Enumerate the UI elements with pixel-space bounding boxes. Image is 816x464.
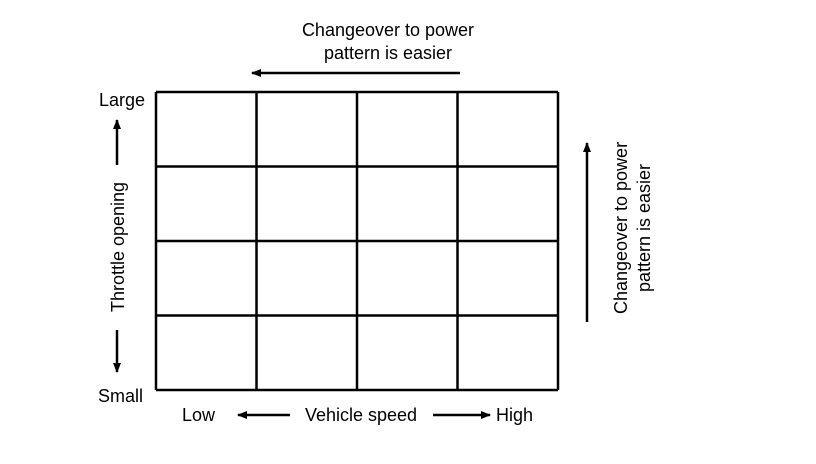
right-label-line1: Changeover to power — [611, 142, 631, 314]
top-label-line1: Changeover to power — [302, 20, 474, 40]
right-label-line2: pattern is easier — [634, 164, 654, 292]
x-max-label: High — [496, 405, 533, 425]
x-axis-title: Vehicle speed — [305, 405, 417, 425]
y-axis-title: Throttle opening — [108, 182, 128, 312]
y-max-label: Large — [99, 90, 145, 110]
grid — [154, 90, 560, 392]
x-min-label: Low — [182, 405, 216, 425]
top-label-line2: pattern is easier — [324, 43, 452, 63]
y-min-label: Small — [98, 386, 143, 406]
